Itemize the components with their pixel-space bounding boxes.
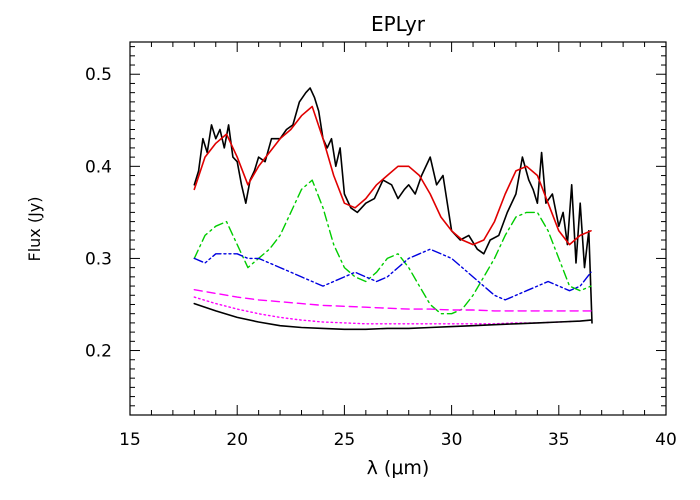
x-tick-label-5: 40 xyxy=(655,430,677,450)
y-tick-label-1: 0.3 xyxy=(85,249,112,269)
series-line-3 xyxy=(193,248,592,301)
x-tick-label-2: 25 xyxy=(334,430,356,450)
series-line-2 xyxy=(193,179,592,315)
y-tick-label-3: 0.5 xyxy=(85,65,112,85)
series-line-0 xyxy=(193,87,593,324)
x-tick-label-1: 20 xyxy=(226,430,248,450)
plot-area: 15 20 25 30 35 40 0.2 0.3 0.4 0.5 xyxy=(85,41,677,450)
x-tick-label-3: 30 xyxy=(441,430,463,450)
chart-title: EPLyr xyxy=(371,12,426,36)
x-tick-label-0: 15 xyxy=(119,430,141,450)
series-line-1 xyxy=(193,105,592,246)
y-tick-label-2: 0.4 xyxy=(85,157,112,177)
x-tick-label-4: 35 xyxy=(548,430,570,450)
y-tick-label-0: 0.2 xyxy=(85,342,112,362)
series-line-6 xyxy=(193,302,592,331)
plot-frame xyxy=(129,41,667,416)
x-axis-label: λ (μm) xyxy=(367,457,430,479)
series-line-4 xyxy=(193,289,592,312)
y-axis-label: Flux (Jy) xyxy=(25,196,44,261)
